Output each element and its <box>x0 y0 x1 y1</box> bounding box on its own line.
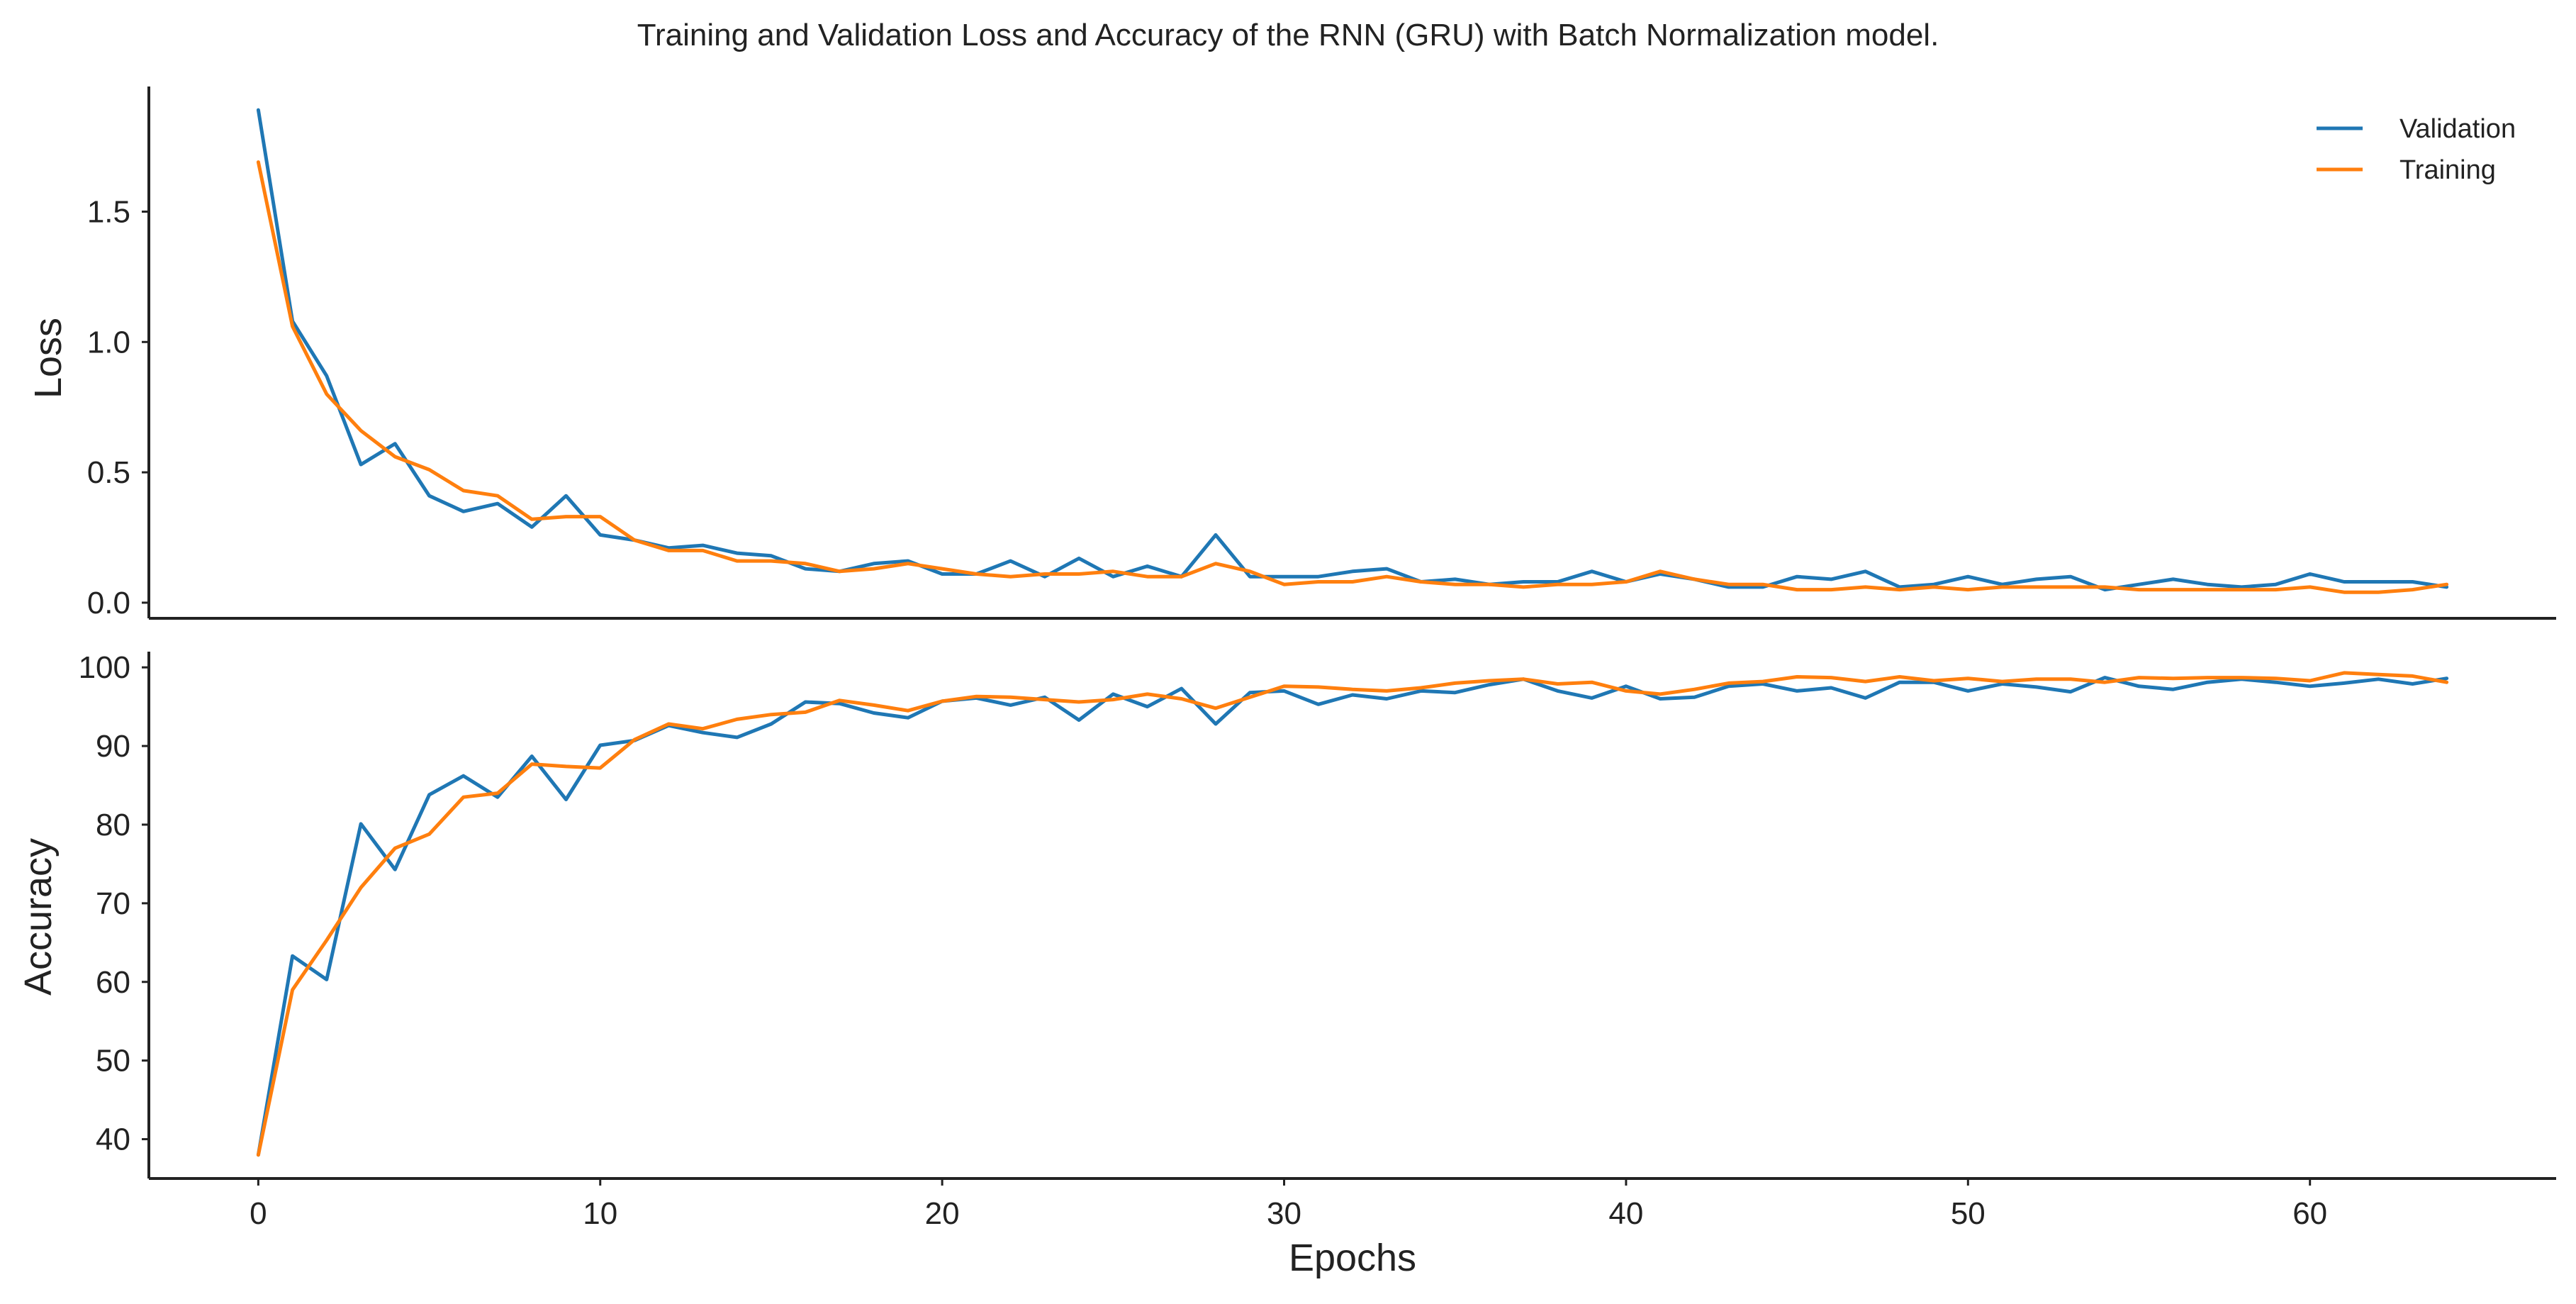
x-tick-label: 50 <box>1951 1196 1986 1231</box>
series-line-training <box>256 671 2449 1157</box>
x-tick-label: 0 <box>250 1196 267 1231</box>
series-line-validation <box>256 676 2449 1157</box>
series-line-validation <box>256 108 2449 592</box>
x-axis: 0 10 20 30 40 50 60 <box>250 1178 2327 1231</box>
legend-label-validation: Validation <box>2399 114 2516 144</box>
chart-title: Training and Validation Loss and Accurac… <box>637 18 1939 52</box>
x-tick-label: 30 <box>1267 1196 1301 1231</box>
x-tick-label: 20 <box>925 1196 960 1231</box>
y-tick-label: 50 <box>96 1044 130 1079</box>
y-tick-label: 1.0 <box>87 325 130 360</box>
loss-panel: Loss 0.0 0.5 1.0 1.5 Validation Training <box>27 87 2556 620</box>
x-tick-label: 10 <box>583 1196 617 1231</box>
y-tick-label: 1.5 <box>87 194 130 229</box>
legend-label-training: Training <box>2399 155 2496 185</box>
y-tick-label: 70 <box>96 886 130 921</box>
x-tick-label: 40 <box>1608 1196 1643 1231</box>
y-tick-label: 0.0 <box>87 586 130 620</box>
y-tick-label: 100 <box>79 650 130 685</box>
y-tick-label: 40 <box>96 1122 130 1157</box>
y-tick-label: 60 <box>96 965 130 1000</box>
x-axis-label: Epochs <box>1289 1237 1416 1279</box>
x-tick-label: 60 <box>2292 1196 2327 1231</box>
y-tick-label: 80 <box>96 808 130 842</box>
y-tick-label: 90 <box>96 729 130 764</box>
accuracy-panel: Accuracy 40 50 60 70 80 90 100 <box>17 650 2556 1180</box>
chart-legend: Validation Training <box>2317 114 2516 185</box>
y-tick-label: 0.5 <box>87 455 130 490</box>
accuracy-y-axis-label: Accuracy <box>17 838 60 996</box>
series-line-training <box>256 160 2449 594</box>
loss-y-axis-label: Loss <box>27 318 69 399</box>
